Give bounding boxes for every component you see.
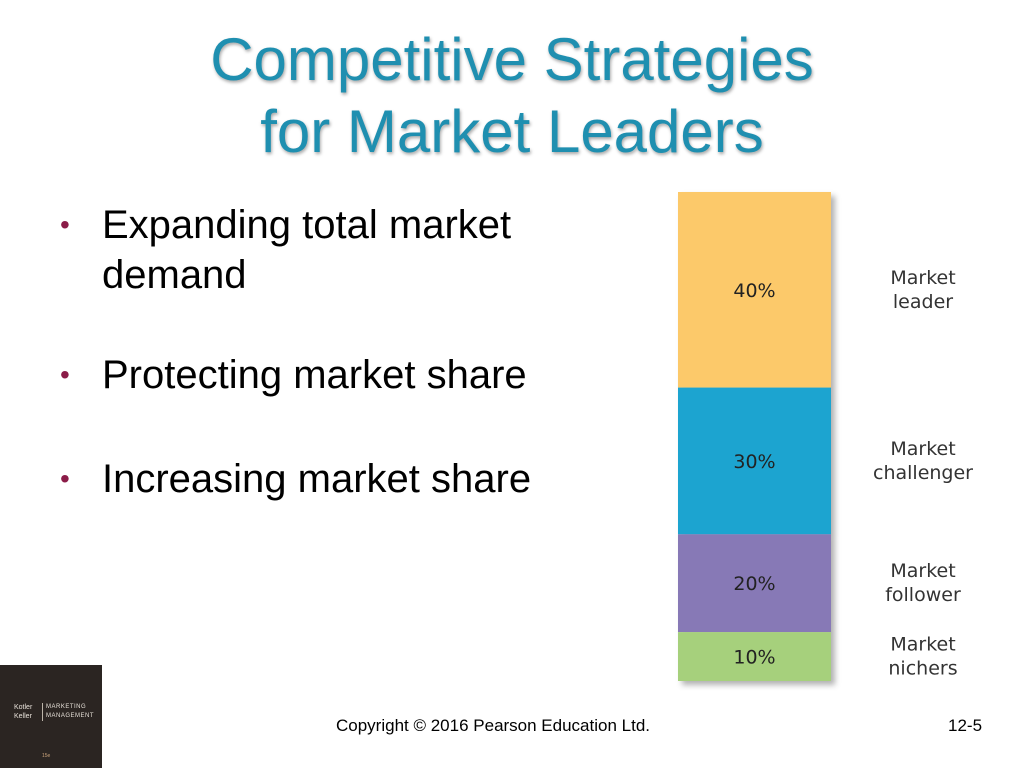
bar-value-label: 30%: [733, 451, 775, 473]
category-label-line: Market: [890, 267, 955, 289]
category-label-line: Market: [890, 438, 955, 460]
slide-title: Competitive Strategies for Market Leader…: [0, 24, 1024, 168]
logo-product: MARKETING MANAGEMENT: [46, 703, 94, 721]
category-label: Market challenger: [873, 438, 973, 484]
bullet-text: Protecting market share: [102, 353, 527, 397]
bar-segment: [678, 534, 831, 633]
footer-page-number: 12-5: [948, 716, 983, 735]
category-label-line: Market: [890, 634, 955, 656]
footer-copyright: Copyright © 2016 Pearson Education Ltd.: [336, 716, 651, 735]
bullet-icon: •: [60, 209, 70, 240]
logo-brand: Kotler Keller: [14, 703, 32, 721]
bullet-item: • Expanding total market demand: [60, 200, 620, 300]
logo-brand-line: Kotler: [14, 704, 33, 711]
category-label-line: nichers: [888, 658, 957, 680]
bullet-item: • Protecting market share: [60, 350, 620, 400]
chart-value-labels: 40% 30% 20% 10%: [733, 280, 775, 669]
category-label-line: Market: [890, 560, 955, 582]
bar-segment: [678, 632, 831, 681]
logo-edition: 15e: [42, 753, 51, 759]
category-label: Market follower: [885, 560, 961, 606]
logo-product-line: MARKETING: [46, 704, 87, 710]
bar-segment: [678, 192, 831, 388]
book-logo: Kotler Keller MARKETING MANAGEMENT 15e: [0, 665, 102, 768]
bullet-icon: •: [60, 359, 70, 390]
bullet-icon: •: [60, 463, 70, 494]
title-line-1: Competitive Strategies: [210, 26, 814, 93]
bar-value-label: 10%: [733, 647, 775, 669]
category-label-line: follower: [885, 584, 961, 606]
bar-segment: [678, 387, 831, 535]
bar-value-label: 40%: [733, 280, 775, 302]
category-label: Market leader: [890, 267, 955, 313]
category-label-line: challenger: [873, 462, 973, 484]
bullet-text: Expanding total market demand: [102, 203, 512, 297]
bullet-text: Increasing market share: [102, 457, 532, 501]
title-line-2: for Market Leaders: [260, 98, 764, 165]
bullet-list: • Expanding total market demand • Protec…: [60, 200, 620, 558]
bar-value-label: 20%: [733, 573, 775, 595]
category-label: Market nichers: [888, 634, 957, 680]
logo-divider: [42, 703, 43, 721]
category-label-line: leader: [893, 291, 953, 313]
chart-bars: [678, 192, 831, 681]
bullet-item: • Increasing market share: [60, 454, 620, 504]
logo-brand-line: Keller: [14, 713, 32, 720]
logo-product-line: MANAGEMENT: [46, 713, 95, 719]
